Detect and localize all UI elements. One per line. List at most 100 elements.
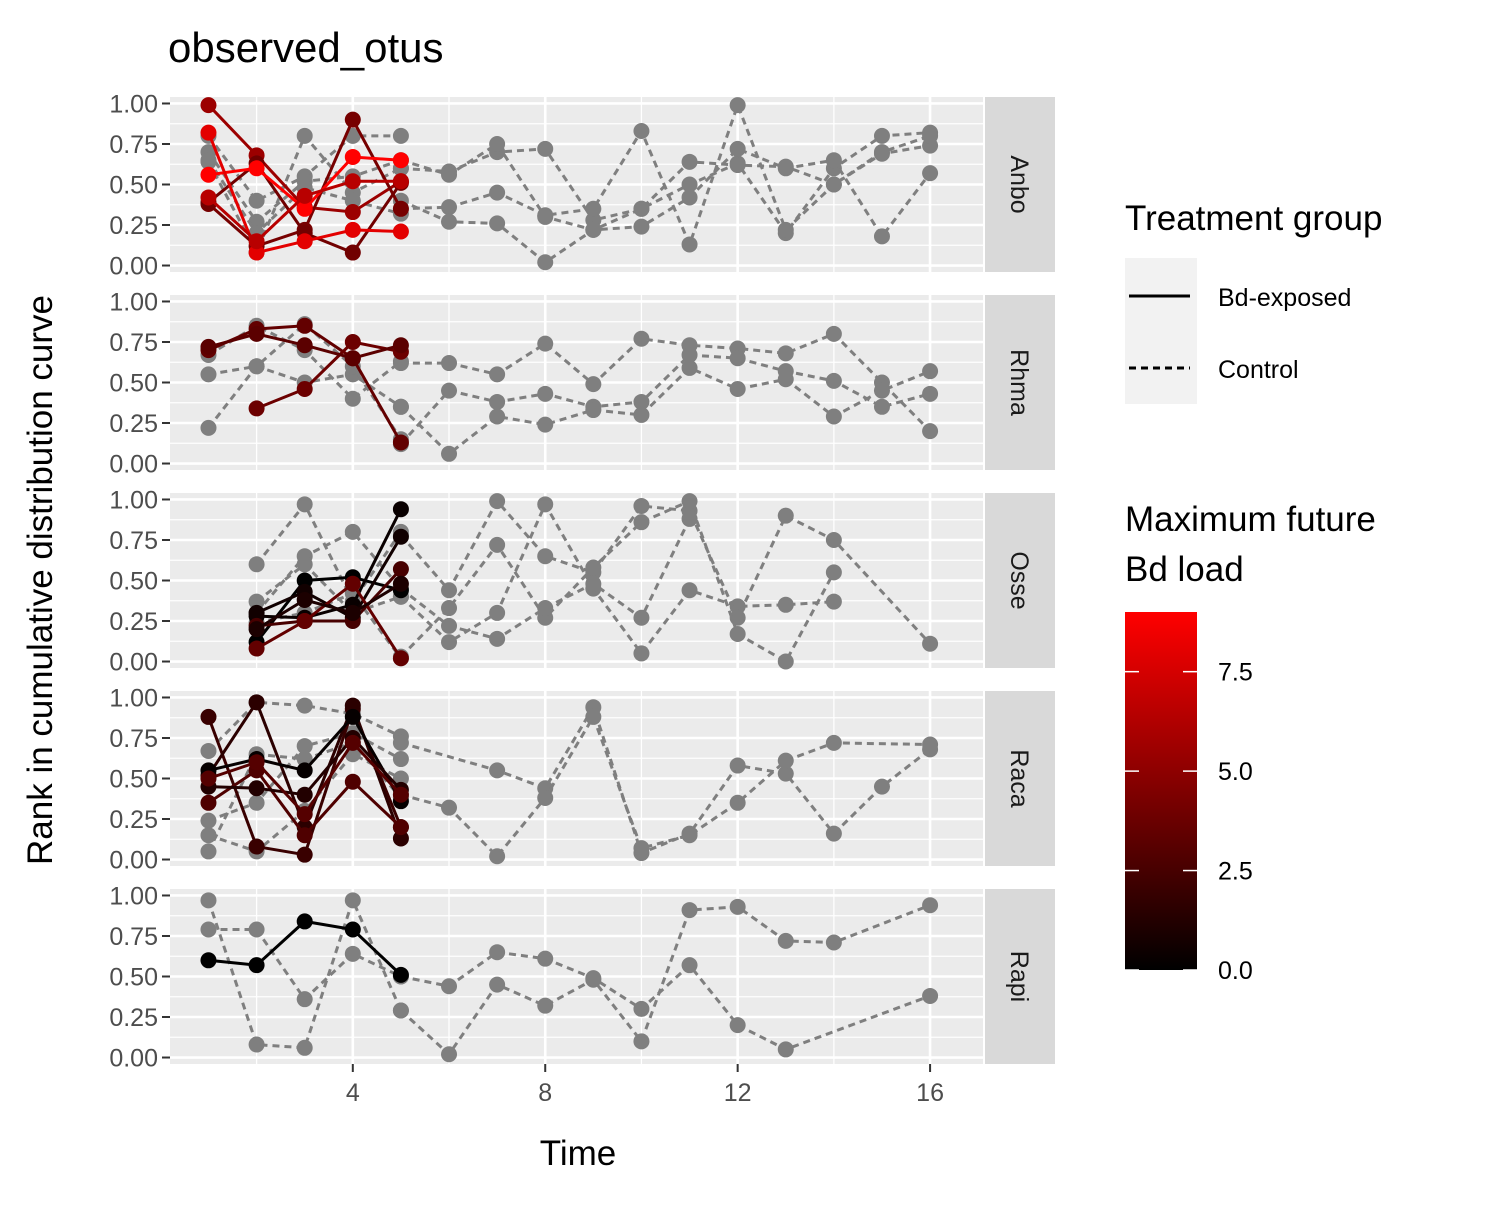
data-point: [296, 913, 313, 930]
series-line: [256, 508, 403, 620]
facet-strip-anbo: [985, 97, 1055, 272]
facet-panels: 0.00 0.25 0.50 0.75 1.00 Anbo 0.00 0.25 0.50 0.75…: [109, 90, 1055, 1073]
data-point: [873, 382, 890, 399]
chart-title: observed_otus: [168, 24, 444, 71]
data-point: [392, 966, 409, 983]
series-line: [400, 703, 932, 855]
y-tick-label: 1.00: [109, 90, 158, 118]
data-point: [825, 825, 842, 842]
data-point: [296, 697, 313, 714]
data-point: [441, 634, 458, 651]
y-tick-label: 0.50: [109, 766, 158, 794]
data-point: [922, 385, 939, 402]
y-tick-label: 0.25: [109, 806, 158, 834]
y-tick-label: 0.50: [109, 370, 158, 398]
data-point: [296, 556, 313, 573]
data-point: [344, 204, 361, 221]
data-point: [441, 617, 458, 634]
data-point: [392, 434, 409, 451]
data-point: [489, 184, 506, 201]
series-line: [255, 575, 402, 644]
series-line: [400, 713, 931, 859]
data-point: [248, 160, 265, 177]
data-point: [344, 221, 361, 238]
data-point: [344, 523, 361, 540]
data-point: [296, 496, 313, 513]
control-series: [392, 127, 939, 238]
data-point: [344, 390, 361, 407]
data-point: [489, 536, 506, 553]
data-point: [392, 1002, 409, 1019]
data-point: [585, 970, 602, 987]
series-line: [207, 322, 403, 441]
data-point: [392, 127, 409, 144]
data-point: [392, 528, 409, 545]
data-point: [248, 921, 265, 938]
data-point: [729, 757, 746, 774]
data-point: [296, 317, 313, 334]
data-point: [296, 337, 313, 354]
data-point: [537, 254, 554, 271]
data-point: [392, 223, 409, 240]
data-point: [681, 176, 698, 193]
data-point: [392, 152, 409, 169]
data-point: [344, 604, 361, 621]
facet-panel-raca: 0.00 0.25 0.50 0.75 1.00 Raca: [109, 684, 1055, 875]
data-point: [296, 751, 313, 768]
bd-exposed-series: [200, 913, 409, 983]
series-line: [400, 134, 931, 232]
control-series: [392, 346, 939, 453]
data-point: [392, 734, 409, 751]
data-point: [681, 582, 698, 599]
y-tick-label: 0.00: [109, 1045, 158, 1073]
x-tick-label: 16: [916, 1079, 944, 1107]
data-point: [729, 157, 746, 174]
data-point: [777, 371, 794, 388]
y-tick-label: 0.00: [109, 253, 158, 281]
series-line: [400, 332, 932, 433]
data-point: [922, 736, 939, 753]
data-point: [441, 978, 458, 995]
data-point: [344, 173, 361, 190]
series-line: [256, 340, 402, 410]
data-point: [873, 778, 890, 795]
data-point: [729, 380, 746, 397]
data-point: [777, 596, 794, 613]
data-point: [200, 338, 217, 355]
data-point: [633, 497, 650, 514]
data-point: [681, 902, 698, 919]
data-point: [248, 325, 265, 342]
data-point: [585, 200, 602, 217]
colorbar: [1125, 612, 1197, 970]
data-point: [537, 208, 554, 225]
data-point: [633, 645, 650, 662]
x-tick-label: 8: [538, 1079, 552, 1107]
series-line: [400, 950, 931, 1052]
data-point: [392, 398, 409, 415]
data-point: [825, 408, 842, 425]
bd-exposed-series: [200, 325, 409, 367]
data-point: [777, 765, 794, 782]
data-point: [633, 123, 650, 140]
data-point: [681, 493, 698, 510]
data-point: [729, 794, 746, 811]
data-point: [489, 604, 506, 621]
data-point: [344, 111, 361, 128]
series-line: [255, 581, 403, 660]
data-point: [489, 976, 506, 993]
data-point: [489, 848, 506, 865]
data-point: [344, 892, 361, 909]
bd-exposed-series: [200, 173, 409, 250]
data-point: [392, 650, 409, 667]
data-point: [777, 158, 794, 175]
data-point: [200, 812, 217, 829]
data-point: [825, 325, 842, 342]
data-point: [200, 742, 217, 759]
data-point: [537, 416, 554, 433]
bd-exposed-series: [200, 148, 409, 217]
data-point: [681, 957, 698, 974]
data-point: [922, 127, 939, 144]
control-series: [392, 897, 939, 1063]
data-point: [633, 393, 650, 410]
